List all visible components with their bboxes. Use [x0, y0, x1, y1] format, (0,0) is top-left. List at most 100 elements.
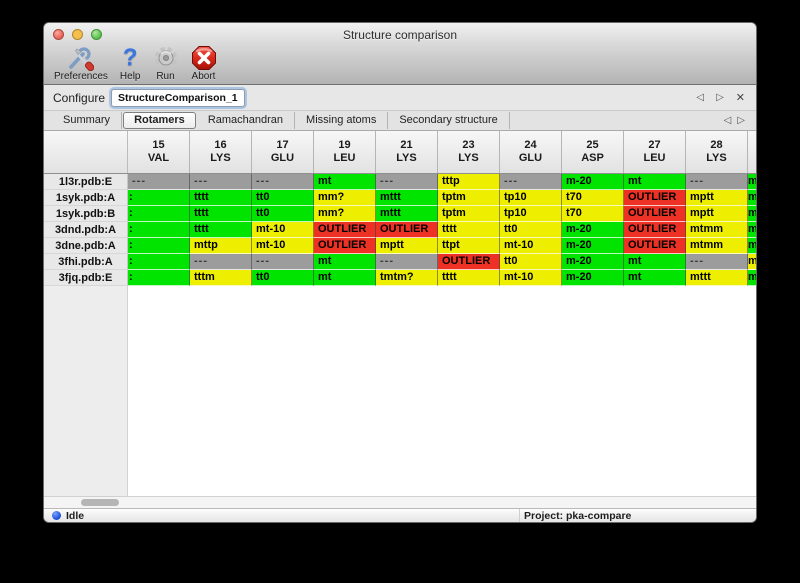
- close-configure-icon[interactable]: ✕: [735, 91, 745, 104]
- table-cell[interactable]: :: [128, 238, 190, 254]
- table-cell[interactable]: ttpt: [438, 238, 500, 254]
- table-cell[interactable]: m-20: [562, 222, 624, 238]
- table-cell[interactable]: ---: [500, 174, 562, 190]
- table-cell[interactable]: mt: [624, 270, 686, 286]
- run-button[interactable]: Run: [153, 45, 179, 82]
- table-cell[interactable]: tt0: [500, 222, 562, 238]
- tab-ramachandran[interactable]: Ramachandran: [197, 112, 296, 129]
- table-cell[interactable]: tttt: [190, 190, 252, 206]
- help-button[interactable]: ? Help: [120, 45, 141, 83]
- zoom-window-button[interactable]: [91, 29, 102, 40]
- table-cell[interactable]: ---: [252, 174, 314, 190]
- table-cell[interactable]: ---: [376, 254, 438, 270]
- table-cell-partial[interactable]: m: [748, 190, 756, 206]
- table-cell[interactable]: mt: [314, 270, 376, 286]
- table-cell-partial[interactable]: m: [748, 174, 756, 190]
- table-cell[interactable]: mptt: [686, 190, 748, 206]
- table-cell[interactable]: mt-10: [252, 222, 314, 238]
- table-cell[interactable]: OUTLIER: [624, 206, 686, 222]
- table-cell[interactable]: mm?: [314, 206, 376, 222]
- table-cell-partial[interactable]: m: [748, 206, 756, 222]
- table-cell[interactable]: tptm: [438, 206, 500, 222]
- table-cell[interactable]: tttt: [190, 222, 252, 238]
- table-cell[interactable]: tp10: [500, 206, 562, 222]
- table-cell[interactable]: tttp: [438, 174, 500, 190]
- next-tab-icon[interactable]: ▷: [737, 114, 745, 126]
- table-cell[interactable]: ---: [686, 254, 748, 270]
- prev-tab-icon[interactable]: ◁: [723, 114, 732, 126]
- row-label[interactable]: 3fjq.pdb:E: [44, 270, 128, 286]
- table-cell[interactable]: tttm: [190, 270, 252, 286]
- table-cell[interactable]: t70: [562, 190, 624, 206]
- table-cell[interactable]: tt0: [252, 190, 314, 206]
- tab-missing-atoms[interactable]: Missing atoms: [295, 112, 389, 129]
- table-cell[interactable]: mm?: [314, 190, 376, 206]
- table-cell[interactable]: mtmm: [686, 238, 748, 254]
- table-cell[interactable]: mt-10: [252, 238, 314, 254]
- row-label[interactable]: 1syk.pdb:B: [44, 206, 128, 222]
- table-cell[interactable]: mttt: [686, 270, 748, 286]
- table-cell[interactable]: :: [128, 222, 190, 238]
- tab-summary[interactable]: Summary: [52, 112, 123, 129]
- table-cell[interactable]: tt0: [500, 254, 562, 270]
- row-label[interactable]: 3fhi.pdb:A: [44, 254, 128, 270]
- minimize-window-button[interactable]: [72, 29, 83, 40]
- table-cell[interactable]: OUTLIER: [314, 238, 376, 254]
- table-cell[interactable]: mt: [314, 174, 376, 190]
- table-cell[interactable]: ---: [252, 254, 314, 270]
- row-label[interactable]: 1l3r.pdb:E: [44, 174, 128, 190]
- table-cell[interactable]: mt: [314, 254, 376, 270]
- table-cell[interactable]: mptt: [686, 206, 748, 222]
- table-cell[interactable]: m-20: [562, 238, 624, 254]
- table-cell[interactable]: :: [128, 270, 190, 286]
- table-cell[interactable]: :: [128, 190, 190, 206]
- table-cell[interactable]: OUTLIER: [376, 222, 438, 238]
- abort-button[interactable]: Abort: [191, 45, 217, 82]
- table-cell[interactable]: tt0: [252, 270, 314, 286]
- prev-configure-icon[interactable]: ◁: [696, 91, 705, 103]
- table-cell[interactable]: m-20: [562, 254, 624, 270]
- table-cell[interactable]: mttt: [376, 190, 438, 206]
- scrollbar-thumb[interactable]: [81, 499, 119, 506]
- tab-rotamers[interactable]: Rotamers: [123, 112, 196, 129]
- row-label[interactable]: 3dne.pdb:A: [44, 238, 128, 254]
- table-cell-partial[interactable]: m: [748, 222, 756, 238]
- table-cell[interactable]: OUTLIER: [438, 254, 500, 270]
- table-cell[interactable]: tttt: [190, 206, 252, 222]
- table-cell[interactable]: ---: [190, 174, 252, 190]
- table-cell[interactable]: tt0: [252, 206, 314, 222]
- table-cell[interactable]: :: [128, 254, 190, 270]
- table-cell[interactable]: mt: [624, 174, 686, 190]
- configure-name-input[interactable]: StructureComparison_1: [111, 88, 245, 107]
- preferences-button[interactable]: Preferences: [54, 45, 108, 82]
- table-cell[interactable]: tp10: [500, 190, 562, 206]
- table-cell[interactable]: ---: [190, 254, 252, 270]
- table-cell[interactable]: :: [128, 206, 190, 222]
- table-cell[interactable]: mtmm: [686, 222, 748, 238]
- table-cell[interactable]: tttt: [438, 222, 500, 238]
- table-cell[interactable]: ---: [128, 174, 190, 190]
- table-cell[interactable]: mptt: [376, 238, 438, 254]
- table-cell[interactable]: OUTLIER: [314, 222, 376, 238]
- horizontal-scrollbar[interactable]: [44, 496, 756, 508]
- table-cell[interactable]: mt: [624, 254, 686, 270]
- table-cell[interactable]: m-20: [562, 270, 624, 286]
- table-cell[interactable]: mttt: [376, 206, 438, 222]
- table-cell[interactable]: t70: [562, 206, 624, 222]
- table-cell[interactable]: tptm: [438, 190, 500, 206]
- close-window-button[interactable]: [53, 29, 64, 40]
- table-cell[interactable]: mt-10: [500, 270, 562, 286]
- row-label[interactable]: 1syk.pdb:A: [44, 190, 128, 206]
- table-cell[interactable]: ---: [686, 174, 748, 190]
- table-cell[interactable]: tmtm?: [376, 270, 438, 286]
- table-cell[interactable]: ---: [376, 174, 438, 190]
- table-cell[interactable]: tttt: [438, 270, 500, 286]
- table-cell[interactable]: OUTLIER: [624, 222, 686, 238]
- row-label[interactable]: 3dnd.pdb:A: [44, 222, 128, 238]
- table-cell[interactable]: mt-10: [500, 238, 562, 254]
- titlebar[interactable]: Structure comparison: [44, 23, 756, 47]
- next-configure-icon[interactable]: ▷: [716, 91, 724, 103]
- table-cell[interactable]: mttp: [190, 238, 252, 254]
- table-cell[interactable]: OUTLIER: [624, 190, 686, 206]
- table-cell-partial[interactable]: m: [748, 238, 756, 254]
